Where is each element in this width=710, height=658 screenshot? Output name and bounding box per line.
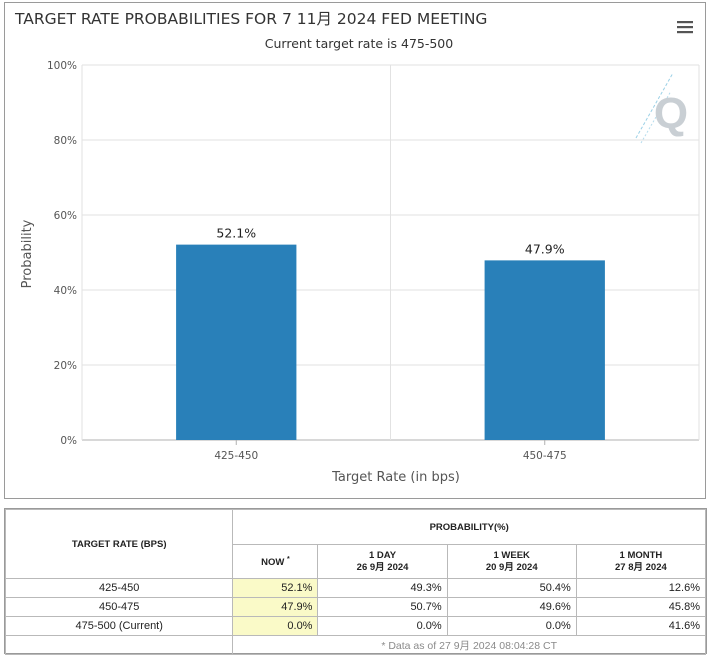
- table-row: 475-500 (Current) 0.0% 0.0% 0.0% 41.6%: [4, 616, 707, 636]
- row-rate: 425-450: [4, 578, 234, 598]
- row-one-week: 50.4%: [446, 578, 577, 598]
- one-month-header: 1 MONTH 27 8月 2024: [575, 544, 707, 579]
- now-marker: *: [286, 555, 290, 563]
- x-axis-ticks: 425-450 450-475: [214, 440, 567, 462]
- hamburger-menu-icon[interactable]: [673, 17, 697, 37]
- bar[interactable]: [176, 244, 297, 440]
- one-month-label: 1 MONTH: [619, 549, 663, 561]
- row-now: 0.0%: [232, 616, 319, 636]
- chart-panel: TARGET RATE PROBABILITIES FOR 7 11月 2024…: [4, 2, 706, 499]
- row-now: 52.1%: [232, 578, 319, 598]
- table-row: 450-475 47.9% 50.7% 49.6% 45.8%: [4, 597, 707, 617]
- gridlines: [81, 64, 700, 441]
- row-one-month: 41.6%: [575, 616, 707, 636]
- row-one-week: 49.6%: [446, 597, 577, 617]
- one-week-date: 20 9月 2024: [485, 561, 538, 573]
- row-one-day: 49.3%: [317, 578, 448, 598]
- y-tick-label: 20%: [54, 360, 77, 372]
- row-one-day: 50.7%: [317, 597, 448, 617]
- bar-data-label: 47.9%: [525, 241, 565, 256]
- now-label: NOW: [261, 557, 285, 569]
- row-one-month: 12.6%: [575, 578, 707, 598]
- probability-table: TARGET RATE (BPS) PROBABILITY(%) NOW * 1…: [4, 509, 707, 655]
- probability-table-panel: TARGET RATE (BPS) PROBABILITY(%) NOW * 1…: [4, 508, 707, 655]
- one-week-label: 1 WEEK: [493, 549, 530, 561]
- chart-title: TARGET RATE PROBABILITIES FOR 7 11月 2024…: [14, 10, 487, 28]
- row-rate: 450-475: [4, 597, 234, 617]
- one-month-date: 27 8月 2024: [615, 561, 667, 573]
- table-row: 425-450 52.1% 49.3% 50.4% 12.6%: [4, 578, 707, 598]
- watermark-q-text: Q: [654, 89, 688, 138]
- chart-subtitle: Current target rate is 475-500: [265, 36, 453, 51]
- bar-data-label: 52.1%: [216, 226, 256, 241]
- one-day-label: 1 DAY: [369, 549, 397, 561]
- y-tick-label: 60%: [54, 210, 77, 222]
- x-axis-label: Target Rate (in bps): [331, 470, 460, 485]
- y-axis-label: Probability: [20, 219, 35, 288]
- one-day-header: 1 DAY 26 9月 2024: [317, 544, 448, 579]
- bar[interactable]: [484, 260, 605, 440]
- row-now: 47.9%: [232, 597, 319, 617]
- x-tick-label: 425-450: [214, 450, 258, 462]
- probability-chart: TARGET RATE PROBABILITIES FOR 7 11月 2024…: [14, 10, 700, 485]
- bars: 52.1% 47.9%: [176, 226, 605, 440]
- row-one-week: 0.0%: [446, 616, 577, 636]
- y-tick-label: 0%: [60, 435, 77, 447]
- x-tick-label: 450-475: [523, 450, 567, 462]
- row-one-day: 0.0%: [317, 616, 448, 636]
- watermark-logo: Q: [635, 72, 688, 144]
- y-axis-ticks: 0% 20% 40% 60% 80% 100%: [47, 60, 77, 447]
- now-header: NOW *: [232, 544, 319, 579]
- probability-header: PROBABILITY(%): [232, 509, 706, 545]
- one-day-date: 26 9月 2024: [356, 561, 409, 573]
- row-one-month: 45.8%: [575, 597, 707, 617]
- y-tick-label: 80%: [54, 135, 77, 147]
- row-rate: 475-500 (Current): [4, 616, 234, 636]
- y-tick-label: 40%: [54, 285, 77, 297]
- one-week-header: 1 WEEK 20 9月 2024: [446, 544, 577, 579]
- rate-header: TARGET RATE (BPS): [4, 509, 234, 579]
- data-timestamp-footnote: * Data as of 27 9月 2024 08:04:28 CT: [232, 635, 706, 655]
- y-tick-label: 100%: [47, 60, 77, 72]
